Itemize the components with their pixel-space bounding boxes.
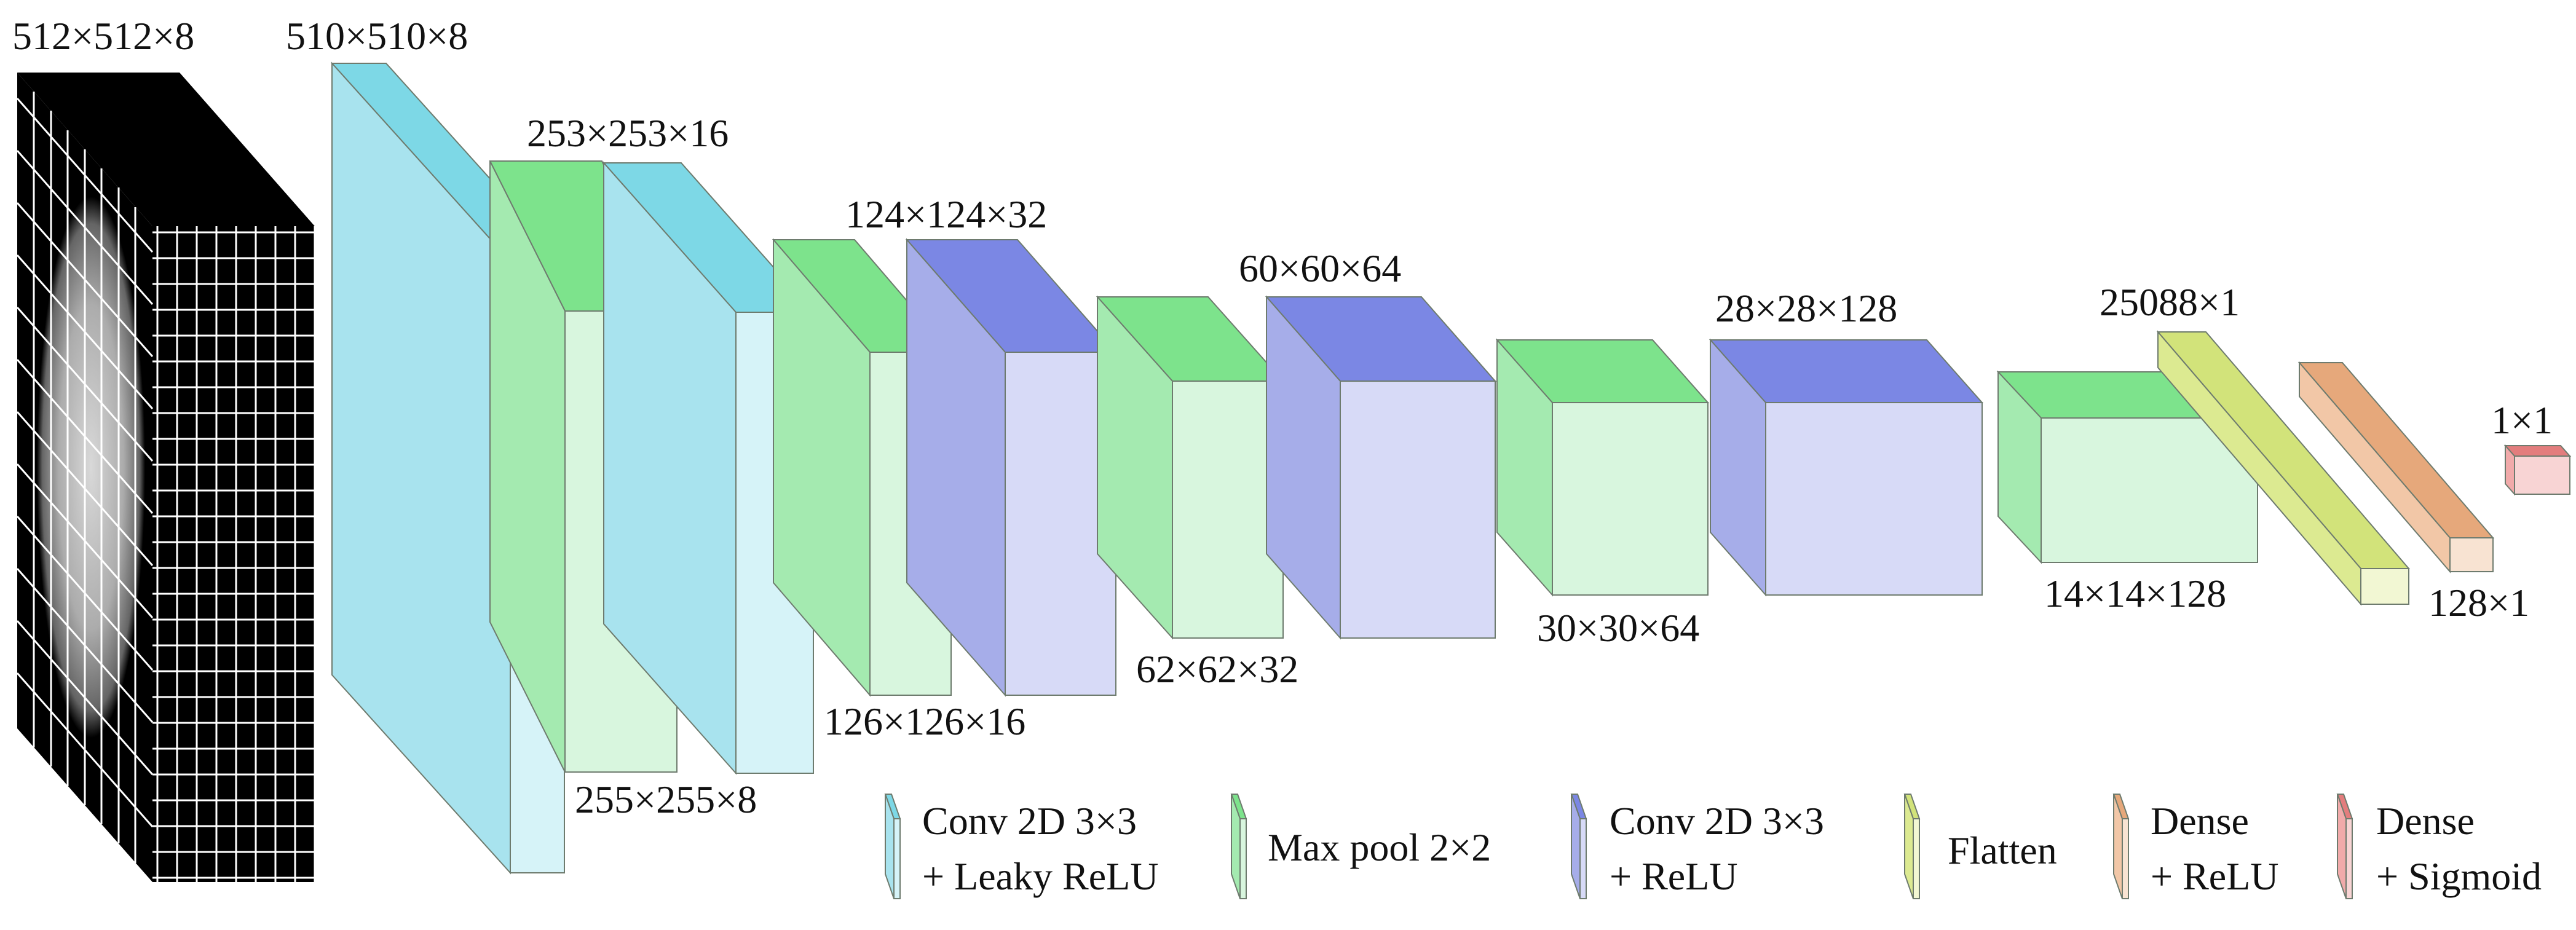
layer-front-face bbox=[1172, 380, 1284, 639]
layer-blocks bbox=[330, 61, 2572, 875]
layer-dim-label: 253×253×16 bbox=[527, 111, 729, 155]
layer-block-12 bbox=[2297, 361, 2495, 573]
layer-block-9 bbox=[1709, 338, 1984, 597]
legend-label-line2: + Leaky ReLU bbox=[922, 854, 1158, 898]
layer-front-face bbox=[1765, 402, 1983, 596]
legend-swatch bbox=[2112, 794, 2130, 899]
legend-item-flatten: Flatten bbox=[1903, 794, 2057, 899]
legend-swatch bbox=[884, 794, 901, 899]
layer-front-face bbox=[1005, 352, 1116, 696]
input-volume: 512×512×8 bbox=[12, 14, 315, 882]
legend-item-max-pool: Max pool 2×2 bbox=[1230, 794, 1491, 899]
layer-block-13 bbox=[2503, 444, 2572, 496]
layer-dim-label: 510×510×8 bbox=[286, 14, 468, 58]
layer-block-5 bbox=[905, 238, 1118, 697]
layer-top-face bbox=[2503, 445, 2572, 457]
swatch-front-face bbox=[2122, 818, 2129, 899]
swatch-front-face bbox=[1913, 818, 1920, 899]
swatch-front-face bbox=[893, 818, 901, 899]
swatch-front-face bbox=[1239, 818, 1247, 899]
legend-item-conv-relu: Conv 2D 3×3 + ReLU bbox=[1570, 794, 1824, 899]
legend-swatch bbox=[2336, 794, 2353, 899]
legend-label-line1: Flatten bbox=[1948, 829, 2057, 872]
legend-label-line2: + ReLU bbox=[1610, 854, 1738, 898]
layer-block-11 bbox=[2156, 330, 2411, 606]
layer-front-face bbox=[2514, 455, 2570, 495]
layer-dim-label: 62×62×32 bbox=[1136, 647, 1298, 691]
input-front-grid bbox=[152, 226, 315, 882]
legend-label-line1: Max pool 2×2 bbox=[1268, 826, 1491, 869]
input-top-face bbox=[17, 73, 315, 226]
layer-block-10 bbox=[1996, 370, 2259, 564]
layer-dim-label: 128×1 bbox=[2428, 581, 2529, 625]
legend-label-line1: Conv 2D 3×3 bbox=[922, 799, 1137, 843]
layer-dim-label: 1×1 bbox=[2491, 398, 2553, 442]
legend-swatch bbox=[1570, 794, 1587, 899]
layer-front-face bbox=[2041, 417, 2258, 563]
layer-dim-label: 25088×1 bbox=[2100, 280, 2240, 324]
legend-item-dense-relu: Dense + ReLU bbox=[2112, 794, 2279, 899]
input-slice-grid bbox=[16, 92, 154, 863]
input-dim-label: 512×512×8 bbox=[12, 14, 194, 58]
layer-front-face bbox=[2449, 537, 2494, 572]
legend-swatch bbox=[1903, 794, 1921, 899]
layer-block-6 bbox=[1096, 295, 1285, 640]
dimension-labels: 510×510×8 255×255×8 253×253×16 126×126×1… bbox=[286, 14, 2553, 821]
layer-front-face bbox=[2360, 568, 2409, 605]
layer-dim-label: 126×126×16 bbox=[824, 699, 1025, 743]
legend: Conv 2D 3×3 + Leaky ReLU Max pool 2×2 Co… bbox=[884, 794, 2542, 899]
layer-dim-label: 255×255×8 bbox=[575, 778, 757, 821]
layer-block-7 bbox=[1265, 295, 1497, 640]
layer-dim-label: 30×30×64 bbox=[1537, 606, 1699, 650]
layer-dim-label: 124×124×32 bbox=[845, 192, 1047, 236]
legend-label-line1: Conv 2D 3×3 bbox=[1610, 799, 1824, 843]
layer-dim-label: 60×60×64 bbox=[1239, 246, 1401, 290]
legend-item-dense-sigmoid: Dense + Sigmoid bbox=[2336, 794, 2542, 899]
swatch-front-face bbox=[1579, 818, 1587, 899]
layer-block-8 bbox=[1495, 338, 1710, 597]
layer-front-face bbox=[1552, 402, 1709, 596]
layer-front-face bbox=[1340, 380, 1496, 639]
legend-label-line1: Dense bbox=[2376, 799, 2475, 843]
layer-dim-label: 14×14×128 bbox=[2044, 572, 2226, 615]
layer-dim-label: 28×28×128 bbox=[1715, 286, 1897, 330]
legend-item-conv-leaky-relu: Conv 2D 3×3 + Leaky ReLU bbox=[884, 794, 1158, 899]
swatch-front-face bbox=[2345, 818, 2353, 899]
legend-label-line2: + ReLU bbox=[2151, 854, 2279, 898]
legend-label-line1: Dense bbox=[2151, 799, 2249, 843]
legend-swatch bbox=[1230, 794, 1247, 899]
legend-label-line2: + Sigmoid bbox=[2376, 854, 2542, 898]
